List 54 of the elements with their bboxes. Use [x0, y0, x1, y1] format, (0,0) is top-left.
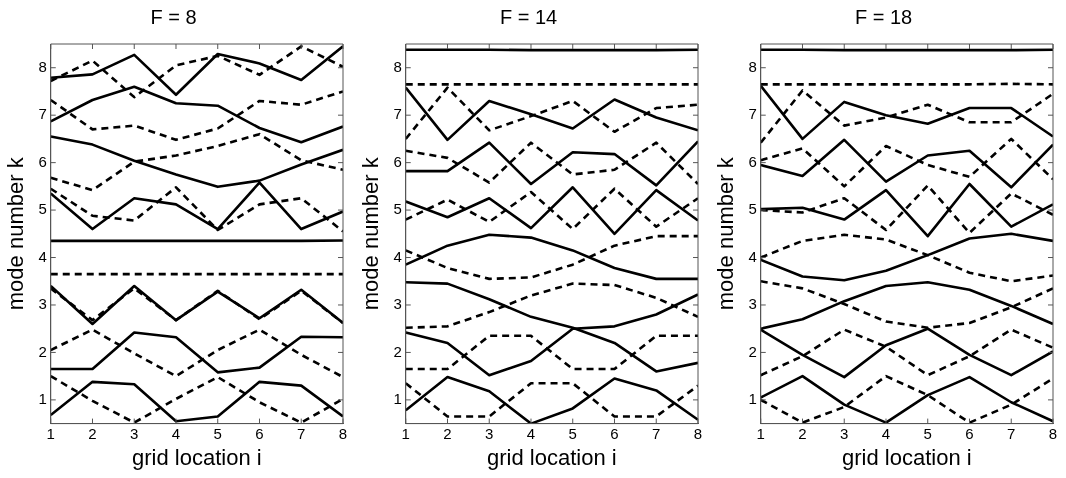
- y-tick-label: 1: [393, 390, 402, 408]
- y-tick-label: 7: [38, 105, 47, 123]
- y-tick-label: 5: [748, 200, 757, 218]
- y-tick-label: 8: [38, 57, 47, 75]
- y-tick-label: 6: [38, 152, 47, 170]
- y-tick-label: 1: [748, 390, 757, 408]
- y-tick-label: 5: [38, 200, 47, 218]
- x-tick-label: 2: [798, 424, 807, 442]
- x-tick-label: 4: [881, 424, 891, 442]
- x-tick-label: 2: [443, 424, 452, 442]
- x-tick-label: 4: [171, 424, 181, 442]
- chart-title: F = 18: [854, 5, 913, 28]
- chart-title: F = 14: [499, 5, 558, 28]
- x-axis-title: grid location i: [842, 444, 972, 470]
- x-tick-label: 5: [568, 424, 577, 442]
- x-axis-title: grid location i: [132, 444, 262, 470]
- y-axis-title: mode number k: [358, 156, 384, 311]
- x-tick-label: 2: [88, 424, 97, 442]
- x-tick-label: 6: [610, 424, 619, 442]
- y-axis-title: mode number k: [3, 156, 29, 311]
- y-tick-label: 4: [38, 247, 47, 265]
- x-tick-label: 3: [485, 424, 494, 442]
- y-tick-label: 6: [748, 152, 757, 170]
- y-axis-title: mode number k: [713, 156, 739, 311]
- y-tick-label: 7: [393, 105, 402, 123]
- y-tick-label: 5: [393, 200, 402, 218]
- y-tick-label: 8: [748, 57, 757, 75]
- x-tick-label: 6: [965, 424, 974, 442]
- y-tick-label: 3: [38, 295, 47, 313]
- y-tick-label: 4: [393, 247, 402, 265]
- y-tick-label: 2: [393, 342, 402, 360]
- x-tick-label: 6: [255, 424, 264, 442]
- x-tick-label: 8: [338, 424, 348, 442]
- x-axis-title: grid location i: [487, 444, 617, 470]
- x-tick-label: 8: [1048, 424, 1058, 442]
- x-tick-label: 5: [213, 424, 222, 442]
- x-tick-label: 3: [840, 424, 849, 442]
- y-tick-label: 6: [393, 152, 402, 170]
- x-tick-label: 8: [693, 424, 703, 442]
- y-tick-label: 3: [393, 295, 402, 313]
- x-tick-label: 3: [130, 424, 139, 442]
- y-tick-label: 3: [748, 295, 757, 313]
- x-tick-label: 7: [652, 424, 661, 442]
- x-tick-label: 7: [297, 424, 306, 442]
- y-tick-label: 1: [38, 390, 47, 408]
- x-tick-label: 5: [923, 424, 932, 442]
- y-tick-label: 2: [748, 342, 757, 360]
- x-tick-label: 4: [526, 424, 536, 442]
- y-tick-label: 4: [748, 247, 757, 265]
- x-tick-label: 7: [1007, 424, 1016, 442]
- y-tick-label: 7: [748, 105, 757, 123]
- chart-title: F = 8: [150, 5, 197, 28]
- y-tick-label: 8: [393, 57, 402, 75]
- y-tick-label: 2: [38, 342, 47, 360]
